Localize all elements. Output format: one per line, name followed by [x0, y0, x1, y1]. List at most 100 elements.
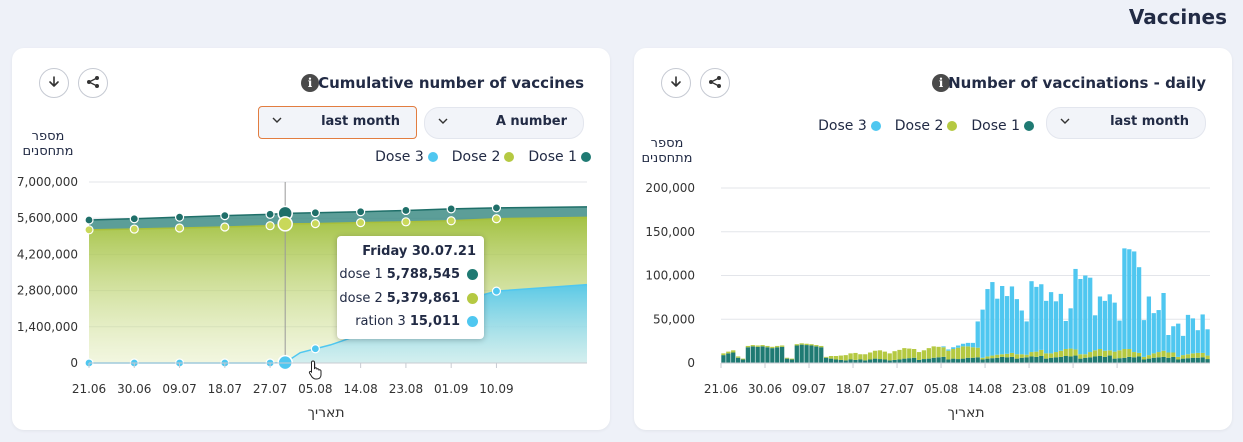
- legend-item-dose1[interactable]: Dose 1: [971, 118, 1034, 134]
- bar-dose1: [1171, 356, 1176, 363]
- bar-dose2: [1146, 355, 1152, 359]
- bar-dose1: [877, 359, 883, 363]
- bar-dose1: [1083, 357, 1088, 363]
- bar-dose1: [946, 359, 951, 363]
- legend-item-dose2[interactable]: Dose 2: [452, 149, 515, 165]
- x-tick-label: 09.07: [162, 382, 196, 396]
- bar-dose2: [965, 346, 971, 358]
- marker-dose2: [84, 225, 94, 235]
- bar-dose3: [1171, 326, 1176, 353]
- marker-dose2: [356, 217, 366, 228]
- bar-dose1: [740, 359, 746, 363]
- bar-dose1: [1190, 357, 1196, 363]
- info-icon[interactable]: i: [932, 74, 950, 92]
- bar-dose2: [1127, 349, 1132, 357]
- bar-dose1: [770, 348, 775, 363]
- bar-dose3: [951, 347, 956, 349]
- period-dropdown[interactable]: last month: [258, 106, 417, 139]
- bar-dose3: [1029, 281, 1034, 353]
- bar-dose2: [872, 350, 878, 359]
- bar-dose1: [760, 346, 765, 363]
- marker-dose2: [174, 223, 185, 233]
- download-button[interactable]: [39, 68, 69, 98]
- bar-dose2: [804, 343, 809, 346]
- bar-dose1: [1044, 358, 1049, 363]
- bar-dose2: [1166, 352, 1171, 358]
- bar-dose3: [1176, 323, 1181, 357]
- period-dropdown[interactable]: last month: [1046, 107, 1206, 139]
- info-icon[interactable]: i: [301, 74, 319, 92]
- share-button[interactable]: [78, 68, 108, 98]
- bar-dose2: [1073, 349, 1078, 356]
- bar-dose2: [1053, 352, 1059, 358]
- bar-dose1: [1136, 356, 1142, 363]
- bar-dose1: [1019, 357, 1024, 363]
- legend-item-dose3[interactable]: Dose 3: [375, 149, 438, 165]
- y-tick-label: 50,000: [653, 312, 695, 326]
- bar-dose2: [1185, 354, 1191, 359]
- x-axis-title: תאריך: [307, 405, 344, 421]
- bar-dose2: [1014, 354, 1019, 359]
- tooltip-title: Friday 30.07.21: [362, 244, 476, 259]
- bar-dose1: [1078, 358, 1083, 363]
- bar-dose1: [882, 359, 887, 363]
- legend-item-dose3[interactable]: Dose 3: [818, 118, 881, 134]
- bar-dose2: [770, 346, 775, 349]
- bar-dose3: [1092, 315, 1098, 351]
- bar-dose2: [838, 355, 843, 360]
- bar-dose2: [1009, 352, 1015, 357]
- bar-dose3: [1141, 320, 1147, 357]
- bar-dose1: [789, 359, 795, 363]
- x-tick-label: 18.07: [836, 382, 870, 396]
- bar-dose2: [809, 344, 814, 346]
- y-tick-label: 1,400,000: [17, 320, 78, 334]
- bar-dose2: [1097, 349, 1103, 356]
- bar-dose3: [1073, 268, 1078, 350]
- marker-dose3: [310, 344, 320, 354]
- bar-dose3: [970, 342, 975, 348]
- chevron-down-icon: [437, 115, 449, 131]
- download-button[interactable]: [661, 68, 691, 98]
- bar-dose1: [936, 357, 941, 363]
- bar-dose2: [1058, 350, 1063, 357]
- legend-dot-dose2: [504, 152, 515, 162]
- x-tick-label: 27.07: [253, 382, 287, 396]
- bar-dose3: [980, 309, 985, 358]
- bar-dose1: [941, 356, 946, 363]
- bar-dose3: [1083, 275, 1088, 355]
- bar-dose2: [1136, 352, 1142, 357]
- bar-dose3: [1190, 318, 1196, 354]
- bar-dose1: [912, 357, 917, 363]
- mode-dropdown[interactable]: A number: [424, 107, 584, 139]
- x-tick-label: 21.06: [704, 382, 738, 396]
- legend-item-dose2[interactable]: Dose 2: [895, 118, 958, 134]
- share-button[interactable]: [700, 68, 730, 98]
- bar-dose2: [1024, 354, 1029, 358]
- bar-dose2: [823, 356, 829, 358]
- bar-dose3: [1102, 300, 1108, 351]
- page-title: Vaccines: [1128, 5, 1227, 29]
- bar-dose2: [995, 354, 1000, 358]
- bar-dose3: [1058, 293, 1063, 351]
- bar-dose1: [1127, 356, 1132, 363]
- bar-dose2: [755, 345, 760, 347]
- bar-dose2: [735, 356, 741, 358]
- legend-item-dose1[interactable]: Dose 1: [528, 149, 591, 165]
- bar-dose2: [863, 354, 868, 361]
- bar-dose1: [721, 355, 726, 363]
- bar-dose1: [1102, 356, 1108, 363]
- marker-dose1: [310, 208, 320, 218]
- bar-dose1: [1097, 356, 1103, 363]
- bar-dose3: [1044, 300, 1049, 354]
- cumulative-vaccines-card: i Cumulative number of vaccines last mon…: [12, 48, 610, 430]
- bar-dose3: [1107, 294, 1112, 351]
- bar-dose1: [731, 352, 736, 363]
- daily-chart: 200,000 150,000 100,000 50,000 0 21.06 30.06 09…: [645, 181, 1210, 421]
- bar-dose1: [1014, 358, 1019, 363]
- x-tick-label: 05.08: [924, 382, 958, 396]
- bar-dose1: [960, 358, 966, 363]
- bar-dose2: [848, 353, 853, 360]
- x-tick-label: 14.08: [343, 382, 377, 396]
- bar-dose3: [1000, 286, 1005, 355]
- marker-dose1: [491, 203, 502, 213]
